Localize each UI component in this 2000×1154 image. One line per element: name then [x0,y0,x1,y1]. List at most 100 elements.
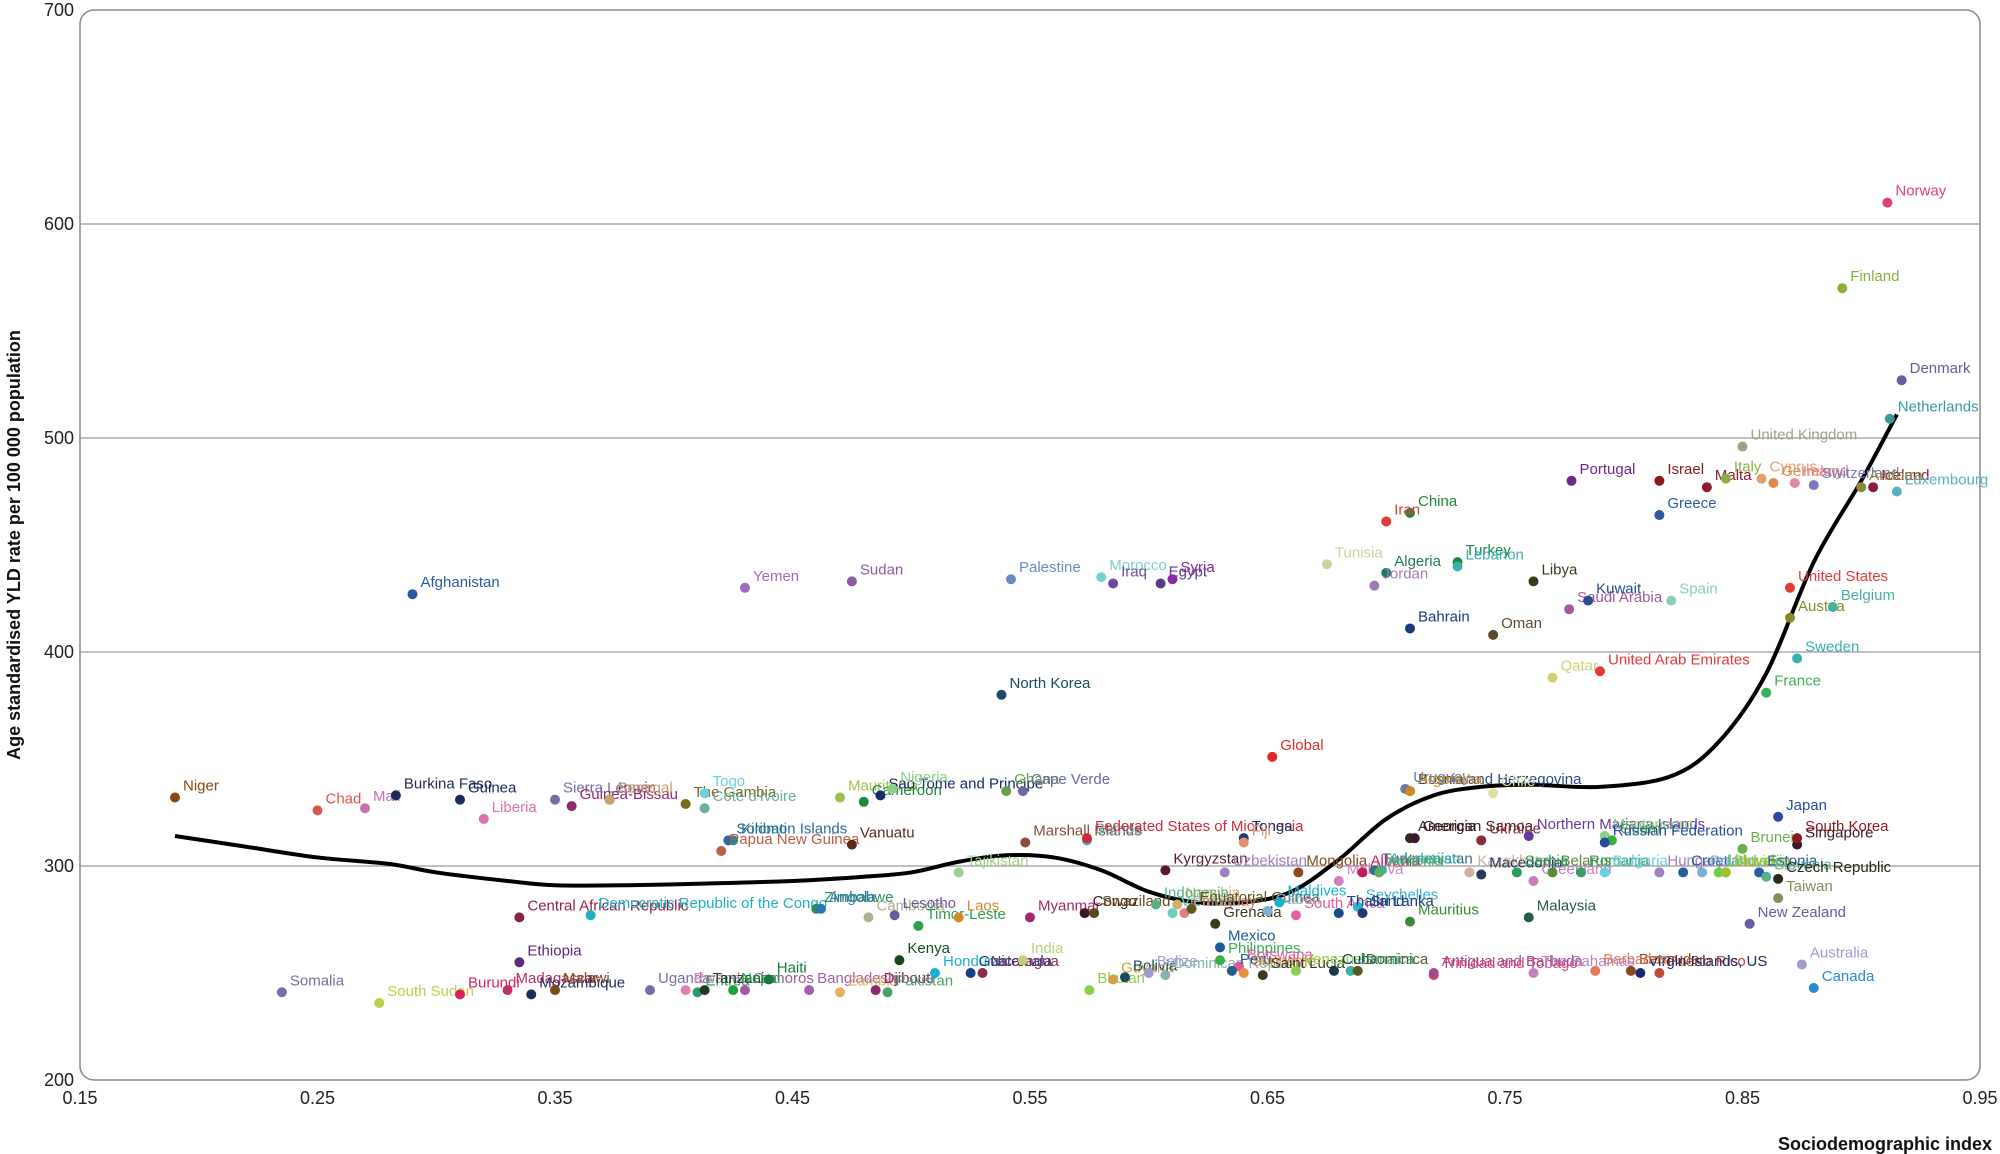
country-label: Niger [183,778,219,795]
trend-curve [174,413,1899,906]
x-tick-label: 0.75 [1487,1088,1522,1108]
country-label: Kenya [907,940,950,957]
country-label: Somalia [290,972,345,989]
country-label: Bangladesh [817,970,896,987]
y-tick-label: 700 [44,0,74,20]
data-point [1882,197,1893,208]
country-label: Congo [1093,893,1137,910]
country-label: Luxembourg [1905,472,1988,489]
data-point [728,985,739,996]
data-point [645,985,655,996]
country-label: Japan [1786,797,1827,814]
gridlines [80,223,1980,867]
country-label: Libya [1542,561,1579,578]
country-label: Palestine [1019,559,1081,576]
country-label: Kuwait [1596,581,1642,598]
country-label: Mauritania [848,778,919,795]
data-point [1079,908,1090,919]
country-label: Sweden [1805,638,1859,655]
data-point [894,955,905,966]
data-point [1333,875,1344,886]
country-label: Zambia [848,972,899,989]
data-point [374,997,385,1008]
country-label: Sudan [860,561,903,578]
data-point [846,576,857,587]
country-label: Maldives [1287,882,1346,899]
country-label: Serbia [1525,852,1569,869]
data-point [716,846,727,857]
data-point [1082,833,1092,844]
data-point [566,801,577,812]
country-label: Cape Verde [1031,771,1110,788]
data-point [1405,507,1415,518]
country-label: Dominica [1366,951,1429,968]
x-tick-label: 0.35 [537,1088,572,1108]
data-point [1120,972,1130,983]
data-point [1293,867,1304,878]
country-label: Democratic Republic of the Congo [599,895,827,912]
data-point [1891,486,1902,497]
data-point [1701,482,1712,493]
data-point [1547,867,1558,878]
data-point [1464,867,1475,878]
country-label: Jamaica [1359,951,1416,968]
data-point [1884,413,1895,424]
data-point [1084,985,1095,996]
data-point [1625,965,1636,976]
country-label: Hungary [1667,852,1724,869]
x-tick-label: 0.45 [775,1088,810,1108]
y-tick-label: 500 [44,428,74,448]
country-label: Argentina [1418,771,1483,788]
country-label: Togo [713,773,746,790]
country-label: Chile [1501,773,1535,790]
data-point [1761,687,1772,698]
data-point [550,794,560,805]
country-label: Papua New Guinea [729,831,860,848]
country-label: New Zealand [1758,904,1846,921]
country-label: Mozambique [539,974,625,991]
data-point [1737,441,1748,452]
data-point [1654,475,1665,486]
country-label: Sierra Leone [563,780,649,797]
country-label: Norway [1895,183,1946,200]
country-label: Switzerland [1822,465,1900,482]
x-axis-title: Sociodemographic index [1778,1134,1992,1154]
country-label: Tanzania [713,970,774,987]
data-point [1744,918,1755,929]
data-point [1150,899,1161,910]
data-point [514,957,525,968]
data-point [1856,482,1867,493]
country-label: Iraq [1121,564,1147,581]
country-label: Kiribati [741,820,787,837]
country-label: Georgia [1423,818,1477,835]
country-label: Chad [326,790,362,807]
country-label: Syria [1181,559,1216,576]
data-point [1595,666,1605,677]
country-label: Greenland [1542,861,1612,878]
country-label: South Sudan [387,983,474,1000]
country-label: Barbados [1603,951,1667,968]
data-point [1476,869,1487,880]
country-label: Jordan [1382,566,1428,583]
country-label: Vanuatu [860,825,915,842]
data-point [1666,595,1677,606]
data-point [1528,576,1539,587]
data-point [1792,833,1803,844]
data-point [1428,968,1439,978]
data-point [680,798,691,809]
data-point [763,974,774,985]
country-label: Kyrgyzstan [1173,850,1247,867]
data-point [502,985,513,996]
data-point [1167,908,1178,919]
data-point [1017,955,1028,966]
country-label: Australia [1810,944,1869,961]
data-point [1167,574,1178,585]
country-label: Angola [829,889,876,906]
data-point [1785,582,1795,593]
y-tick-label: 400 [44,642,74,662]
data-point [1737,843,1748,854]
country-label: Uruguay [1413,769,1470,786]
data-point [170,792,180,803]
country-label: Seychelles [1366,887,1439,904]
